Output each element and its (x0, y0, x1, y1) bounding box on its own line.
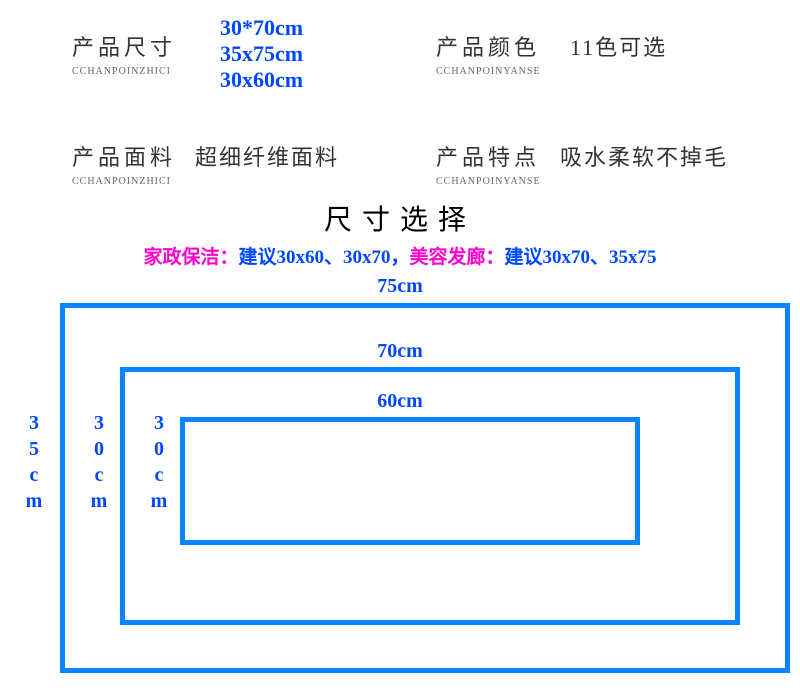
rec-value-2: 建议30x70、35x75 (505, 247, 657, 268)
product-fabric-block: 产品面料 CCHANPOINZHICI (72, 140, 176, 187)
rec-label-1: 家政保洁： (143, 247, 238, 268)
size-label-en: CCHANPOINZHICI (72, 66, 176, 77)
color-value: 11色可选 (570, 30, 667, 62)
rec-value-1: 建议30x60、30x70， (238, 247, 409, 268)
feature-label-cn: 产品特点 (436, 140, 541, 172)
rec-label-2: 美容发廊： (410, 247, 505, 268)
section-title: 尺寸选择 (0, 198, 800, 238)
fabric-label-en: CCHANPOINZHICI (72, 176, 176, 187)
color-label-en: CCHANPOINYANSE (436, 66, 541, 77)
product-feature-block: 产品特点 CCHANPOINYANSE (436, 140, 541, 187)
rect-inner (180, 417, 640, 545)
feature-label-en: CCHANPOINYANSE (436, 176, 541, 187)
recommendation-line: 家政保洁：建议30x60、30x70，美容发廊：建议30x70、35x75 (0, 242, 800, 269)
size-label-cn: 产品尺寸 (72, 30, 176, 62)
product-color-block: 产品颜色 CCHANPOINYANSE (436, 30, 541, 77)
feature-value: 吸水柔软不掉毛 (560, 140, 728, 172)
width-label-outer: 75cm (0, 275, 800, 298)
fabric-value: 超细纤维面料 (195, 140, 339, 172)
color-label-cn: 产品颜色 (436, 30, 541, 62)
product-size-block: 产品尺寸 CCHANPOINZHICI (72, 30, 176, 77)
size-value-2: 35x75cm (220, 41, 303, 67)
size-values: 30*70cm 35x75cm 30x60cm (220, 15, 303, 93)
size-diagram: 75cm 70cm 60cm 35cm 30cm 30cm (0, 275, 800, 690)
fabric-label-cn: 产品面料 (72, 140, 176, 172)
size-value-3: 30x60cm (220, 67, 303, 93)
height-label-outer: 35cm (25, 410, 43, 514)
size-value-1: 30*70cm (220, 15, 303, 41)
